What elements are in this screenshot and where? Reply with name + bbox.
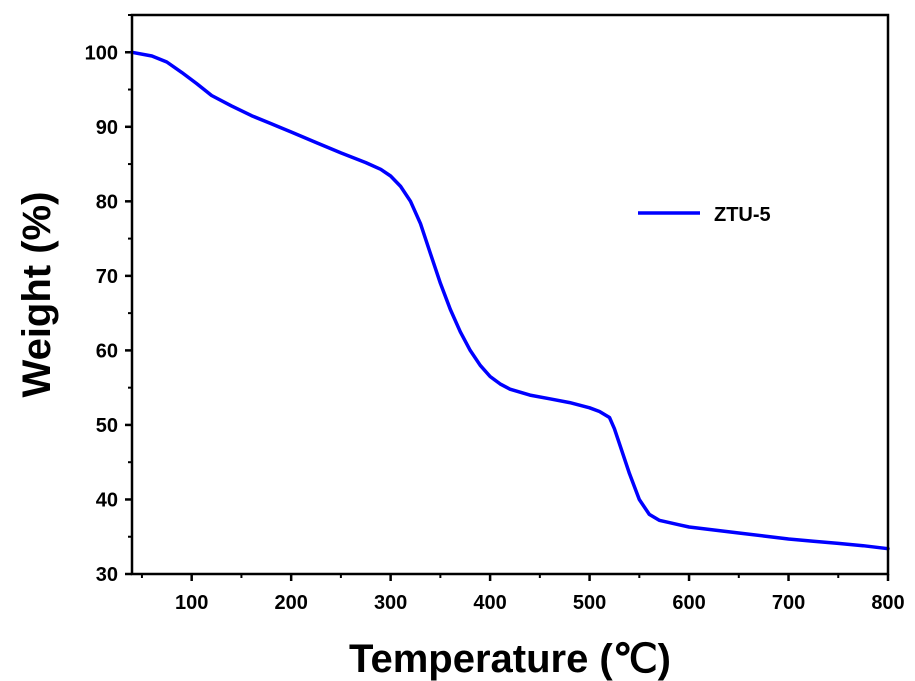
y-tick-label: 90 <box>96 117 118 139</box>
y-tick-label: 60 <box>96 340 118 362</box>
x-tick-label: 300 <box>374 592 407 614</box>
minor-tick-group <box>128 14 840 578</box>
series-line-ztu-5 <box>130 50 890 551</box>
legend: ZTU-5 <box>638 204 771 226</box>
major-tick-group <box>125 51 890 581</box>
plot-frame <box>130 13 890 576</box>
y-tick-label: 30 <box>96 564 118 586</box>
y-tick-label: 50 <box>96 415 118 437</box>
x-tick-label: 500 <box>573 592 606 614</box>
y-tick-label: 70 <box>96 266 118 288</box>
legend-label-ztu-5: ZTU-5 <box>714 204 771 226</box>
y-axis-title: Weight (%) <box>15 192 59 398</box>
x-tick-label: 400 <box>473 592 506 614</box>
x-axis-title: Temperature (℃) <box>349 637 671 681</box>
x-tick-label: 800 <box>871 592 904 614</box>
x-tick-label: 600 <box>672 592 705 614</box>
y-tick-label: 80 <box>96 191 118 213</box>
x-tick-label: 100 <box>175 592 208 614</box>
y-tick-label: 100 <box>85 42 118 64</box>
tick-label-group: 100 200 300 400 500 600 700 800 30 40 50 60 70 80 90 10… <box>85 42 905 614</box>
y-tick-label: 40 <box>96 489 118 511</box>
series-layer <box>130 50 890 551</box>
x-tick-label: 200 <box>274 592 307 614</box>
x-tick-label: 700 <box>772 592 805 614</box>
